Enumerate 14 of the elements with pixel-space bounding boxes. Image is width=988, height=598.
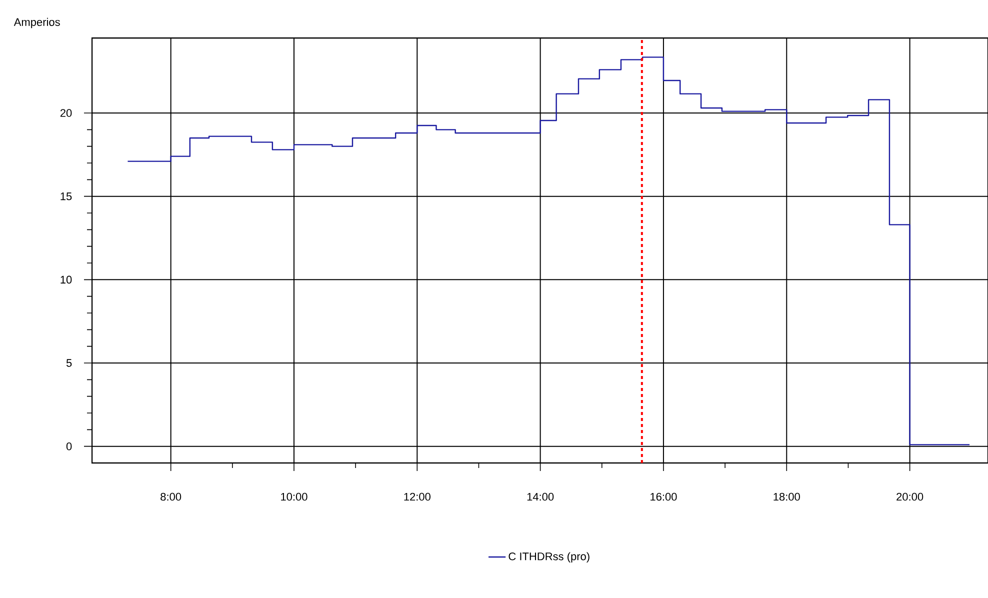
x-tick-label: 10:00 bbox=[281, 492, 308, 501]
x-tick-label: 8:00 bbox=[160, 492, 182, 501]
y-tick-label: 5 bbox=[66, 359, 72, 367]
x-tick-label: 16:00 bbox=[650, 492, 677, 501]
x-tick-label: 12:00 bbox=[404, 492, 430, 501]
y-tick-label: 20 bbox=[60, 109, 72, 117]
x-tick-label: 14:00 bbox=[527, 492, 554, 501]
y-tick-label: 0 bbox=[66, 442, 72, 450]
y-axis-title: Amperios bbox=[14, 18, 60, 28]
y-tick-label: 15 bbox=[60, 192, 72, 200]
x-tick-label: 20:00 bbox=[896, 492, 924, 501]
y-tick-label: 10 bbox=[60, 276, 72, 284]
x-tick-label: 18:00 bbox=[774, 492, 800, 501]
legend-label: C ITHDRss (pro) bbox=[508, 552, 590, 562]
